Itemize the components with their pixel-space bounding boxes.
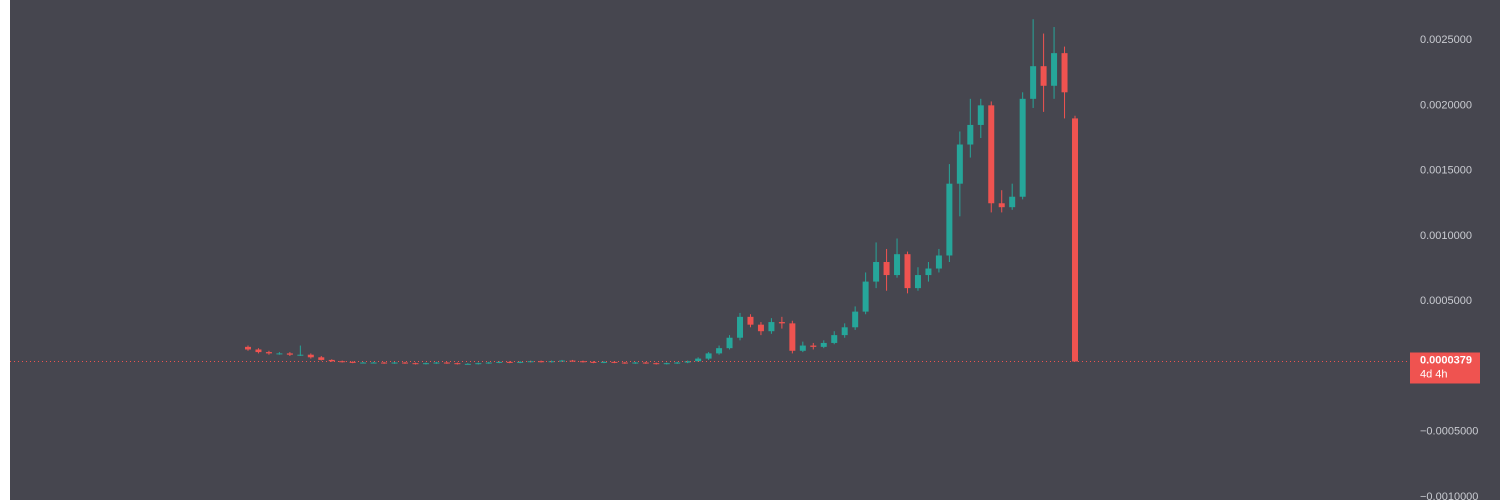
candle-body: [883, 262, 890, 276]
candle-body: [245, 346, 251, 350]
candle-body: [548, 361, 555, 363]
candle-body: [956, 144, 963, 184]
candle-body: [684, 361, 691, 363]
candle-body: [1072, 118, 1078, 362]
candle-body: [328, 359, 335, 362]
candle-body: [265, 352, 272, 354]
candle-body: [841, 327, 848, 336]
y-tick-label: −0.0005000: [1420, 426, 1478, 438]
candle-body: [873, 262, 880, 282]
candle-body: [1040, 66, 1047, 86]
candle-body: [517, 361, 524, 363]
candle-body: [998, 203, 1005, 208]
candle-body: [276, 353, 283, 355]
candle-body: [737, 316, 744, 338]
countdown-label: 4d 4h: [1420, 368, 1448, 380]
candle-body: [977, 105, 984, 125]
candle-body: [726, 337, 733, 349]
candle-body: [799, 345, 806, 351]
candle-body: [349, 361, 356, 363]
candle-body: [1009, 196, 1016, 208]
y-tick-label: 0.0015000: [1420, 165, 1472, 177]
candle-body: [485, 362, 492, 364]
candle-body: [297, 354, 304, 356]
candle-body: [286, 353, 293, 355]
candle-body: [632, 362, 639, 364]
candle-body: [454, 363, 461, 365]
candle-body: [611, 361, 618, 363]
candle-body: [674, 362, 681, 364]
candle-body: [496, 361, 503, 363]
candle-body: [1030, 66, 1037, 99]
candle-body: [1019, 98, 1026, 197]
candle-body: [422, 363, 429, 365]
candle-body: [757, 324, 764, 332]
candle-body: [988, 105, 995, 204]
candle-body: [820, 342, 827, 347]
candle-body: [600, 361, 607, 363]
candle-body: [778, 322, 785, 324]
candle-body: [255, 349, 262, 353]
candle-body: [967, 124, 974, 145]
candle-body: [307, 354, 314, 358]
candle-body: [935, 255, 942, 269]
candle-body: [443, 362, 450, 364]
candle-body: [831, 335, 838, 343]
chart-background: [10, 0, 1500, 500]
last-price-label: 0.0000379: [1420, 354, 1472, 366]
y-tick-label: 0.0010000: [1420, 230, 1472, 242]
candle-body: [370, 362, 377, 364]
candle-body: [862, 281, 869, 312]
candle-body: [653, 363, 660, 365]
candle-body: [925, 268, 932, 276]
candle-body: [621, 362, 628, 364]
candle-body: [810, 345, 817, 347]
candle-body: [412, 363, 419, 365]
last-price-tag: [1410, 352, 1480, 384]
candle-body: [538, 361, 545, 363]
candle-body: [464, 363, 471, 365]
candle-body: [894, 254, 901, 276]
candle-body: [475, 363, 482, 365]
candle-body: [768, 322, 775, 332]
candle-body: [506, 361, 513, 363]
y-tick-label: −0.0010000: [1420, 491, 1478, 500]
candle-body: [914, 275, 921, 289]
candle-body: [381, 362, 388, 364]
candle-body: [391, 362, 398, 364]
y-tick-label: 0.0005000: [1420, 295, 1472, 307]
candle-body: [663, 363, 670, 365]
candle-body: [402, 362, 409, 364]
candle-body: [1061, 53, 1068, 93]
candle-body: [590, 361, 597, 363]
y-tick-label: 0.0020000: [1420, 99, 1472, 111]
candle-body: [904, 254, 911, 289]
candle-body: [852, 311, 859, 328]
candle-body: [789, 323, 796, 351]
candle-body: [569, 360, 576, 362]
candle-body: [642, 362, 649, 364]
candle-body: [747, 316, 754, 325]
candle-body: [1051, 53, 1058, 86]
candle-body: [433, 362, 440, 364]
candle-body: [716, 348, 723, 354]
candle-body: [946, 183, 953, 256]
candle-body: [705, 353, 712, 359]
candle-body: [318, 357, 325, 360]
candle-body: [360, 362, 367, 364]
candle-body: [695, 358, 702, 362]
y-tick-label: 0.0025000: [1420, 34, 1472, 46]
